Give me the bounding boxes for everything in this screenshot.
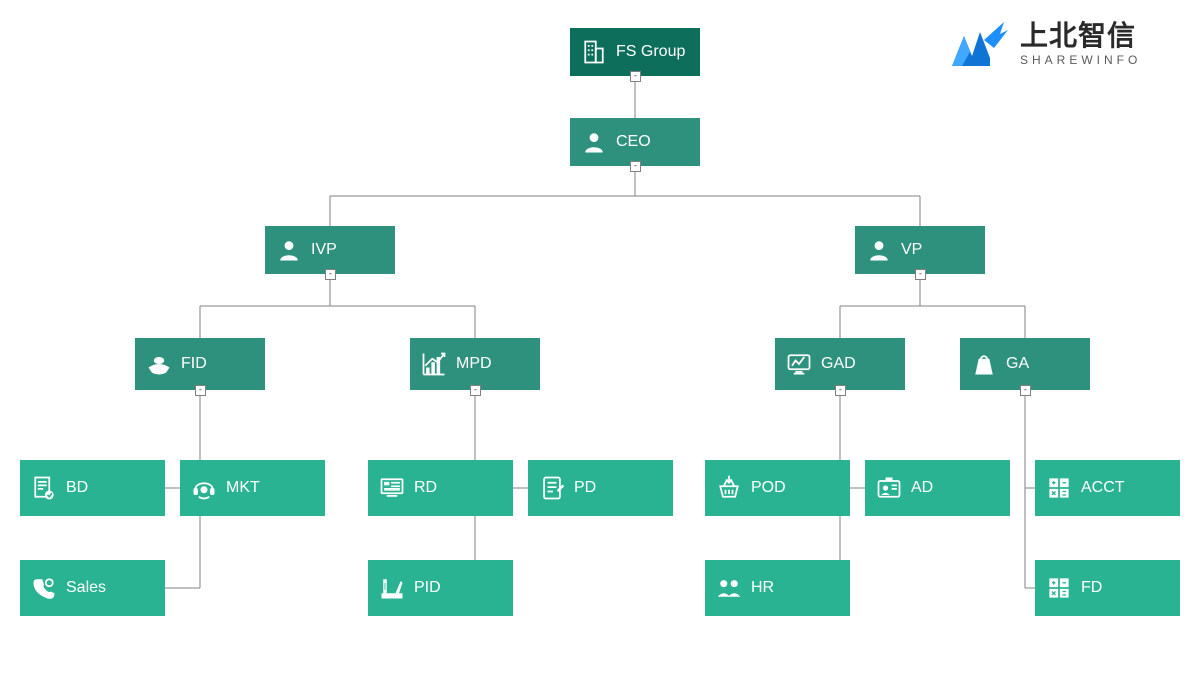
person-icon <box>275 236 303 264</box>
org-node-pid[interactable]: PID <box>368 560 513 616</box>
org-node-ceo[interactable]: CEO <box>570 118 700 166</box>
org-node-ga[interactable]: GA <box>960 338 1090 390</box>
people-icon <box>715 574 743 602</box>
org-node-gad[interactable]: GAD <box>775 338 905 390</box>
org-node-label: FS Group <box>616 43 685 61</box>
building-icon <box>580 38 608 66</box>
logo-en-text: SHAREWINFO <box>1020 54 1141 67</box>
calc-icon <box>1045 474 1073 502</box>
phone-icon <box>30 574 58 602</box>
org-node-bd[interactable]: BD <box>20 460 165 516</box>
logo-mark-icon <box>950 18 1010 70</box>
org-node-label: ACCT <box>1081 479 1125 497</box>
calc-icon <box>1045 574 1073 602</box>
org-node-mpd[interactable]: MPD <box>410 338 540 390</box>
person-icon <box>865 236 893 264</box>
org-node-label: VP <box>901 241 922 259</box>
ingot-icon <box>145 350 173 378</box>
org-node-mkt[interactable]: MKT <box>180 460 325 516</box>
org-node-pd[interactable]: PD <box>528 460 673 516</box>
org-node-fid[interactable]: FID <box>135 338 265 390</box>
bag-icon <box>970 350 998 378</box>
org-node-label: Sales <box>66 579 106 597</box>
org-node-label: HR <box>751 579 774 597</box>
logo-cn-text: 上北智信 <box>1020 21 1141 52</box>
org-node-sales[interactable]: Sales <box>20 560 165 616</box>
org-node-pod[interactable]: POD <box>705 460 850 516</box>
org-node-label: MKT <box>226 479 260 497</box>
collapse-toggle[interactable]: - <box>195 385 206 396</box>
org-node-ivp[interactable]: IVP <box>265 226 395 274</box>
org-node-label: GA <box>1006 355 1029 373</box>
logo-text: 上北智信 SHAREWINFO <box>1020 21 1141 67</box>
org-node-ad[interactable]: AD <box>865 460 1010 516</box>
org-node-label: PID <box>414 579 441 597</box>
org-node-label: FD <box>1081 579 1102 597</box>
org-node-label: BD <box>66 479 88 497</box>
org-node-label: FID <box>181 355 207 373</box>
collapse-toggle[interactable]: - <box>915 269 926 280</box>
collapse-toggle[interactable]: - <box>1020 385 1031 396</box>
org-node-label: GAD <box>821 355 856 373</box>
org-node-label: IVP <box>311 241 337 259</box>
org-node-hr[interactable]: HR <box>705 560 850 616</box>
org-chart-canvas: 上北智信 SHAREWINFO FS Group - CEO - IVP - VP - FID -… <box>0 0 1200 675</box>
monitor-icon <box>785 350 813 378</box>
org-node-vp[interactable]: VP <box>855 226 985 274</box>
growth-icon <box>420 350 448 378</box>
org-node-label: CEO <box>616 133 651 151</box>
org-node-fd[interactable]: FD <box>1035 560 1180 616</box>
org-node-label: POD <box>751 479 786 497</box>
tools-icon <box>378 574 406 602</box>
person-icon <box>580 128 608 156</box>
collapse-toggle[interactable]: - <box>325 269 336 280</box>
org-node-label: RD <box>414 479 437 497</box>
collapse-toggle[interactable]: - <box>630 161 641 172</box>
headset-icon <box>190 474 218 502</box>
collapse-toggle[interactable]: - <box>630 71 641 82</box>
org-node-label: MPD <box>456 355 492 373</box>
org-node-label: AD <box>911 479 933 497</box>
org-node-acct[interactable]: ACCT <box>1035 460 1180 516</box>
screen-icon <box>378 474 406 502</box>
org-node-rd[interactable]: RD <box>368 460 513 516</box>
idcard-icon <box>875 474 903 502</box>
org-node-fsgroup[interactable]: FS Group <box>570 28 700 76</box>
collapse-toggle[interactable]: - <box>470 385 481 396</box>
basket-icon <box>715 474 743 502</box>
brand-logo: 上北智信 SHAREWINFO <box>950 18 1141 70</box>
collapse-toggle[interactable]: - <box>835 385 846 396</box>
clipboard-icon <box>538 474 566 502</box>
doc-icon <box>30 474 58 502</box>
org-node-label: PD <box>574 479 596 497</box>
